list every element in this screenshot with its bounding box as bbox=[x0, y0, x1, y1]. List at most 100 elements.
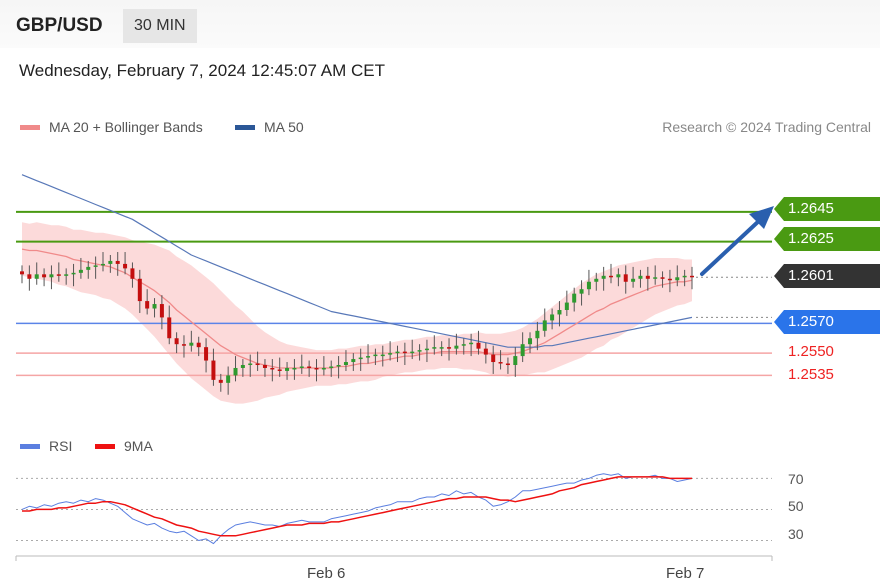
candle-body bbox=[181, 344, 186, 346]
ma20-swatch bbox=[20, 124, 40, 130]
legend-ma20: MA 20 + Bollinger Bands bbox=[20, 119, 203, 135]
research-credit: Research © 2024 Trading Central bbox=[662, 119, 871, 135]
candle-body bbox=[594, 278, 599, 282]
last-price-tag: 1.2601 bbox=[774, 264, 880, 288]
legend-ma50: MA 50 bbox=[235, 119, 304, 135]
candle-body bbox=[513, 356, 518, 365]
x-label-feb6: Feb 6 bbox=[307, 565, 346, 582]
candle-body bbox=[373, 354, 378, 357]
candle-body bbox=[410, 351, 415, 354]
candle-body bbox=[667, 278, 672, 281]
candle-body bbox=[262, 365, 267, 368]
candle-body bbox=[93, 265, 98, 267]
candle-body bbox=[292, 367, 297, 370]
ma50-line bbox=[21, 174, 693, 348]
resistance-1-tag: 1.2625 bbox=[774, 227, 880, 251]
candle-body bbox=[137, 278, 142, 302]
candle-body bbox=[645, 275, 650, 279]
candle-body bbox=[130, 268, 135, 279]
candle-body bbox=[343, 362, 348, 365]
candle-body bbox=[388, 353, 393, 355]
support-1-label: 1.2550 bbox=[788, 343, 834, 360]
candle-body bbox=[505, 363, 510, 366]
bollinger-band bbox=[22, 222, 692, 404]
legend-9ma: 9MA bbox=[95, 438, 153, 454]
candle-body bbox=[395, 351, 400, 354]
candle-body bbox=[277, 369, 282, 371]
candle-body bbox=[366, 356, 371, 358]
timeframe-badge[interactable]: 30 MIN bbox=[123, 9, 197, 43]
candle-body bbox=[675, 277, 680, 281]
candle-body bbox=[174, 338, 179, 345]
candle-body bbox=[351, 359, 356, 363]
resistance-2-tag: 1.2645 bbox=[774, 197, 880, 221]
candle-body bbox=[491, 354, 496, 363]
candle-body bbox=[159, 304, 164, 318]
candle-body bbox=[255, 363, 260, 366]
candle-body bbox=[476, 342, 481, 349]
candle-body bbox=[564, 302, 569, 310]
rsi-tick-30: 30 bbox=[788, 526, 804, 542]
candle-body bbox=[86, 266, 91, 270]
candle-body bbox=[601, 275, 606, 279]
candle-body bbox=[27, 274, 32, 279]
candle-body bbox=[572, 293, 577, 303]
candle-body bbox=[417, 350, 422, 352]
candle-body bbox=[616, 274, 621, 278]
candle-body bbox=[34, 274, 39, 279]
rsi-tick-70: 70 bbox=[788, 471, 804, 487]
candle-body bbox=[579, 289, 584, 294]
ma50-swatch bbox=[235, 124, 255, 130]
candle-body bbox=[64, 274, 69, 276]
candle-body bbox=[78, 269, 83, 273]
ma20-label: MA 20 + Bollinger Bands bbox=[49, 119, 203, 135]
candle-body bbox=[498, 362, 503, 364]
rsi-line bbox=[21, 473, 693, 545]
candle-body bbox=[108, 260, 113, 264]
ma9-label: 9MA bbox=[124, 438, 153, 454]
candle-body bbox=[321, 367, 326, 370]
forecast-arrow-head bbox=[749, 206, 774, 229]
support-2-label: 1.2535 bbox=[788, 366, 834, 383]
candle-body bbox=[204, 347, 209, 361]
forecast-arrow-shaft bbox=[700, 217, 763, 276]
candle-body bbox=[535, 330, 540, 339]
candle-body bbox=[550, 314, 555, 321]
candle-body bbox=[115, 260, 120, 264]
candle-body bbox=[542, 320, 547, 331]
candle-body bbox=[100, 263, 105, 266]
candle-body bbox=[299, 366, 304, 368]
candle-body bbox=[226, 375, 231, 383]
candle-body bbox=[240, 365, 245, 368]
candle-body bbox=[528, 338, 533, 345]
candle-body bbox=[424, 348, 429, 351]
candle-body bbox=[189, 342, 194, 346]
candle-body bbox=[586, 281, 591, 290]
candle-body bbox=[432, 347, 437, 349]
candle-body bbox=[623, 274, 628, 282]
candle-body bbox=[211, 360, 216, 380]
candle-body bbox=[461, 344, 466, 346]
candle-body bbox=[557, 310, 562, 315]
candle-body bbox=[638, 275, 643, 279]
candle-body bbox=[653, 277, 658, 279]
candle-body bbox=[71, 272, 76, 275]
ma9-swatch bbox=[95, 443, 115, 449]
candle-body bbox=[307, 366, 312, 368]
rsi-swatch bbox=[20, 443, 40, 449]
candle-body bbox=[682, 275, 687, 278]
candle-body bbox=[167, 317, 172, 339]
candle-body bbox=[336, 365, 341, 367]
candle-body bbox=[233, 367, 238, 376]
candle-body bbox=[285, 367, 290, 371]
candle-body bbox=[196, 342, 201, 348]
candle-body bbox=[56, 274, 61, 276]
pivot-tag: 1.2570 bbox=[774, 310, 880, 334]
rsi-label: RSI bbox=[49, 438, 73, 454]
candle-body bbox=[314, 367, 319, 370]
candle-body bbox=[609, 275, 614, 278]
candle-body bbox=[469, 342, 474, 345]
candle-body bbox=[454, 345, 459, 349]
candle-body bbox=[520, 344, 525, 357]
